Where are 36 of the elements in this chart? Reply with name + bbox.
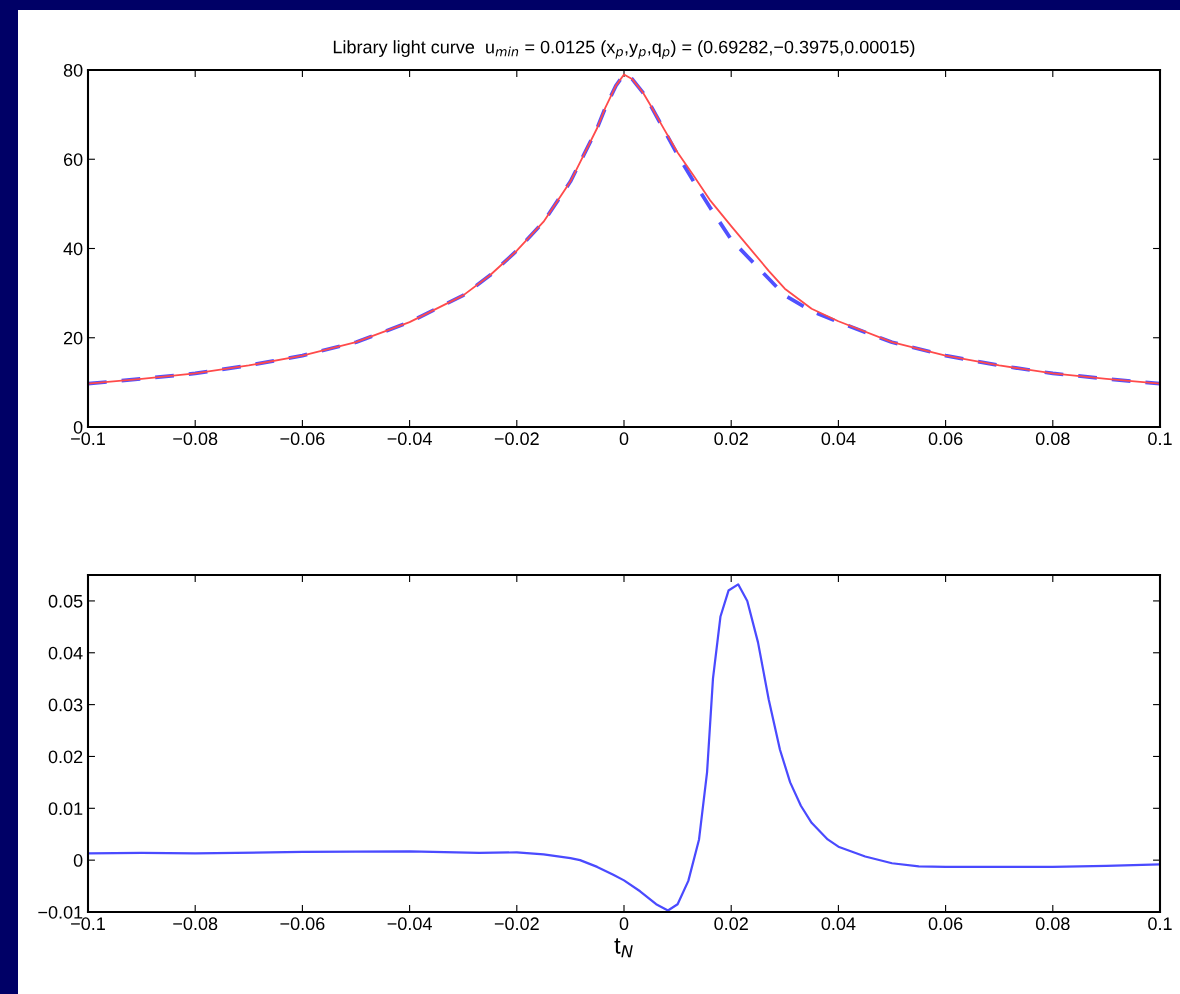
x-tick-label: −0.04 — [387, 432, 432, 446]
y-tick-label: 0.02 — [48, 750, 83, 764]
x-tick-label: 0.08 — [1035, 917, 1070, 931]
x-tick-label: 0.02 — [714, 432, 748, 446]
x-tick-label: 0.04 — [821, 432, 856, 446]
x-tick-label: −0.02 — [494, 917, 539, 931]
x-tick-label: −0.1 — [71, 917, 105, 931]
x-tick-label: −0.06 — [280, 917, 325, 931]
y-tick-label: 0.03 — [48, 698, 83, 712]
x-tick-label: 0.04 — [821, 917, 856, 931]
x-tick-label: 0.02 — [714, 917, 748, 931]
x-tick-label: −0.08 — [173, 917, 218, 931]
y-tick-label: 0 — [73, 854, 83, 867]
x-tick-label: −0.1 — [71, 432, 105, 446]
y-tick-label: 80 — [63, 63, 83, 77]
x-tick-label: −0.06 — [280, 432, 325, 446]
chart-title: Library light curve u$_{min}$ = 0.0125 (x$_{p}$,y$_{p}$,q$_{p}$) = (0.69282,−0.3975,0.00015) — [333, 40, 915, 59]
y-tick-label: 0.04 — [48, 646, 83, 660]
x-tick-label: 0.06 — [928, 917, 963, 931]
y-tick-label: 60 — [63, 153, 83, 166]
y-tick-label: 0.05 — [48, 594, 83, 608]
y-tick-label: 0.01 — [48, 802, 83, 816]
y-tick-label: 40 — [63, 242, 83, 256]
y-tick-label: −0.01 — [38, 905, 83, 919]
x-tick-label: 0 — [619, 432, 629, 446]
x-tick-label: 0 — [619, 917, 629, 931]
x-axis-title: t$_{N}$ — [614, 938, 633, 958]
x-tick-label: 0.08 — [1035, 432, 1070, 446]
x-tick-label: −0.08 — [173, 432, 218, 446]
x-tick-label: −0.02 — [494, 432, 539, 446]
x-tick-label: 0.06 — [928, 432, 963, 446]
x-tick-label: 0.1 — [1148, 917, 1172, 931]
x-tick-label: 0.1 — [1148, 432, 1172, 446]
x-tick-label: −0.04 — [387, 917, 432, 931]
y-tick-label: 20 — [63, 331, 83, 345]
y-tick-label: 0 — [73, 420, 83, 434]
